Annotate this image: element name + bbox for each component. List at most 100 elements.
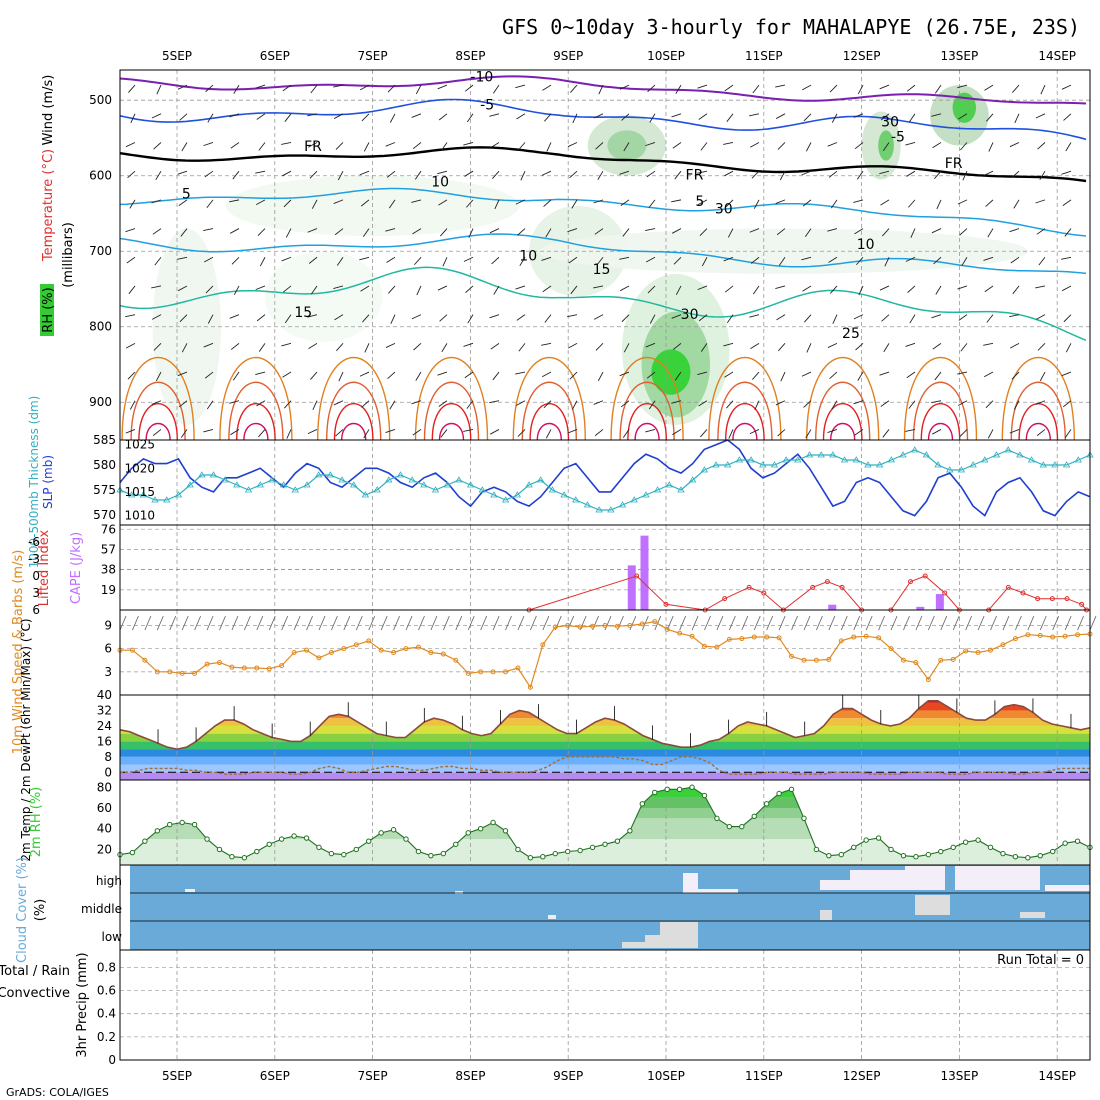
thickness-marker	[1016, 451, 1024, 458]
rh-marker	[751, 813, 757, 819]
rh-marker	[838, 851, 844, 858]
surface-wind-barb	[368, 615, 376, 631]
wind-speed-marker	[192, 670, 198, 676]
wind-barb	[229, 400, 240, 404]
wind-barb	[962, 170, 968, 181]
wind-barb	[829, 371, 838, 380]
wind-speed-marker	[1012, 636, 1018, 642]
surface-wind-barb	[467, 615, 475, 631]
wind-barb	[259, 257, 266, 267]
wind-speed-marker	[440, 651, 446, 657]
rh-marker	[701, 792, 708, 799]
wind-barb	[801, 170, 812, 176]
wind-barb	[1010, 256, 1020, 264]
li-ytick: 3	[32, 586, 40, 600]
surface-wind-barb	[343, 615, 351, 631]
wind-barb	[671, 228, 682, 234]
rh-marker	[826, 852, 832, 859]
wind-barb	[779, 170, 786, 181]
wind-speed-marker	[391, 650, 397, 655]
temp-contour-diurnal	[634, 423, 660, 441]
contour-label: 10	[857, 237, 875, 253]
wind-barb	[281, 142, 292, 145]
wind-barb	[517, 228, 526, 236]
wind-barb	[987, 429, 994, 439]
wind-barb	[987, 228, 994, 238]
wind-barb	[960, 343, 968, 352]
cape-bar	[640, 535, 649, 610]
temp-contour-diurnal	[903, 356, 978, 441]
wind-speed-marker	[963, 648, 969, 654]
wind-speed-marker	[590, 623, 596, 629]
bottom-xtick: 8SEP	[455, 1069, 485, 1083]
wind-barb	[232, 371, 240, 381]
cloud-clear-block	[698, 889, 738, 893]
thickness-marker	[338, 476, 346, 483]
wind-barb	[1009, 429, 1020, 434]
wind-speed-marker	[614, 623, 620, 629]
temp-contour-diurnal	[822, 403, 863, 441]
rh-marker	[851, 844, 857, 851]
temp-contour-diurnal	[927, 423, 954, 441]
wind-speed-marker	[328, 650, 334, 655]
temp-ytick: 16	[97, 734, 112, 748]
wind-barb	[858, 285, 864, 296]
wind-barb	[179, 113, 188, 121]
wind-barb	[675, 84, 682, 94]
wind-barb	[1035, 314, 1046, 320]
wind-barb	[362, 314, 370, 323]
wind-barb	[754, 400, 760, 411]
surface-wind-barb	[865, 615, 873, 631]
top-xtick: 10SEP	[647, 49, 685, 63]
thickness-marker	[361, 491, 370, 498]
surface-wind-barb	[604, 615, 612, 631]
surface-wind-barb	[1015, 615, 1022, 631]
surface-wind-barb	[766, 615, 774, 631]
wind-speed-marker	[279, 663, 285, 669]
rh-marker	[316, 844, 322, 851]
rh-band	[120, 787, 1090, 798]
wind-barb	[905, 142, 916, 146]
surface-wind-barb	[927, 615, 935, 631]
wind-barb	[830, 199, 838, 209]
rh-marker	[938, 848, 944, 855]
wind-barb	[645, 256, 656, 263]
wind-barb	[931, 429, 942, 435]
thickness-marker	[946, 466, 954, 473]
temp-contour-15	[119, 266, 1087, 341]
wind-barb	[229, 199, 240, 203]
wind-speed-marker	[503, 669, 509, 675]
cape-bar	[916, 606, 925, 610]
wind-barb	[884, 257, 890, 267]
rh-marker	[739, 823, 745, 830]
thickness-marker	[560, 491, 568, 498]
wind-barb	[230, 142, 240, 149]
wind-barb	[671, 199, 682, 203]
wind-barb	[1061, 256, 1072, 260]
wind-barb	[698, 113, 708, 120]
wind-barb	[229, 314, 240, 319]
contour-label: FR	[686, 167, 704, 183]
cloud-clear-block	[905, 866, 945, 890]
rh-marker	[813, 846, 820, 853]
wind-barb	[750, 342, 760, 349]
wind-barb	[753, 199, 760, 209]
wind-barb	[723, 256, 734, 262]
wind-barb	[856, 170, 864, 180]
wind-barb	[1035, 199, 1046, 204]
rh-marker	[204, 836, 210, 842]
rh-marker	[341, 851, 347, 858]
wind-barb	[127, 371, 136, 380]
wind-barb	[569, 371, 578, 380]
cape-label: CAPE (J/kg)	[69, 532, 84, 604]
rh-marker	[266, 841, 272, 847]
thickness-marker	[957, 466, 966, 473]
thickness-marker	[759, 461, 767, 468]
wind-barb	[361, 400, 370, 408]
wind-barb	[180, 429, 188, 438]
wind-barb	[464, 371, 474, 379]
precip-ytick: 0.6	[97, 984, 116, 998]
rh-marker	[403, 836, 409, 842]
thickness-marker	[501, 496, 510, 503]
thickness-marker	[256, 481, 264, 488]
